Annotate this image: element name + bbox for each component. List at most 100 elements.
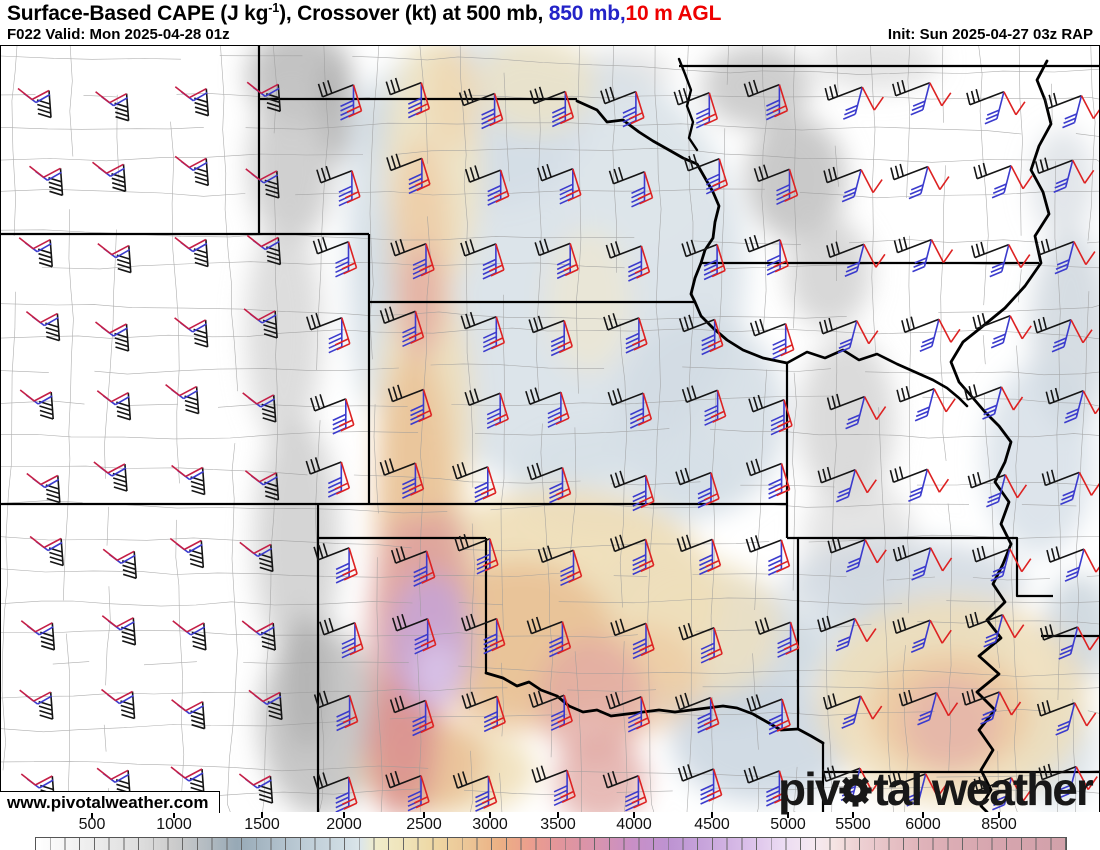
barb-10mAGL bbox=[92, 161, 124, 175]
barb-10mAGL bbox=[703, 697, 720, 731]
wind-barb-station bbox=[605, 241, 651, 282]
colorbar-tick bbox=[711, 812, 713, 818]
wind-barb-station bbox=[973, 162, 1033, 199]
barb-10mAGL bbox=[171, 699, 203, 712]
barb-500mb bbox=[677, 764, 714, 782]
wind-barb-station bbox=[896, 386, 956, 422]
barb-10mAGL bbox=[483, 538, 499, 572]
wind-barb-station bbox=[101, 615, 137, 646]
barb-10mAGL bbox=[342, 547, 358, 581]
barb-10mAGL bbox=[246, 234, 279, 248]
barb-500mb bbox=[310, 394, 347, 412]
wind-barb-station bbox=[605, 691, 651, 733]
barb-10mAGL bbox=[29, 165, 61, 179]
barb-850mb bbox=[1054, 241, 1075, 275]
wind-barb-station bbox=[745, 458, 791, 500]
mississippi-river bbox=[949, 59, 1053, 812]
barb-500mb bbox=[1036, 238, 1075, 256]
header: Surface-Based CAPE (J kg-1), Crossover (… bbox=[0, 0, 1100, 45]
header-subrow: F022 Valid: Mon 2025-04-28 01z Init: Sun… bbox=[7, 26, 1093, 45]
wind-barb-station bbox=[174, 155, 209, 187]
barb-10mAGL bbox=[856, 320, 879, 345]
wind-barb-station bbox=[25, 310, 61, 342]
wind-barb-station bbox=[248, 689, 283, 721]
barb-10mAGL bbox=[341, 776, 358, 810]
barb-500mb bbox=[460, 613, 497, 632]
wind-barb-station bbox=[312, 236, 358, 278]
barb-850mb bbox=[984, 91, 1005, 125]
barb-10mAGL bbox=[1071, 159, 1095, 184]
red-river bbox=[484, 671, 825, 745]
wind-barb-station bbox=[528, 690, 573, 731]
wind-barb-station bbox=[898, 689, 959, 726]
watermark-url: www.pivotalweather.com bbox=[0, 791, 220, 813]
colorbar-tick bbox=[633, 812, 635, 818]
barb-500mb bbox=[602, 770, 639, 789]
border-mo-ar bbox=[798, 536, 1053, 598]
wind-barb-station bbox=[460, 311, 506, 353]
wind-barb-station bbox=[610, 470, 655, 512]
colorbar-label: 500 bbox=[78, 816, 106, 833]
barb-10mAGL bbox=[1010, 165, 1033, 190]
barb-500mb bbox=[743, 79, 780, 98]
barb-500mb bbox=[452, 462, 489, 480]
barb-500mb bbox=[817, 615, 856, 633]
wind-barb-station bbox=[963, 384, 1024, 420]
wind-barb-station bbox=[244, 470, 280, 501]
barb-10mAGL bbox=[334, 317, 351, 351]
barb-10mAGL bbox=[416, 389, 433, 423]
wind-barb-station bbox=[826, 241, 886, 278]
wind-barb-station bbox=[824, 84, 884, 120]
barb-500mb bbox=[753, 164, 790, 183]
wind-barb-station bbox=[526, 616, 572, 658]
barb-850mb bbox=[986, 474, 1007, 508]
barb-10mAGL bbox=[102, 548, 135, 562]
barb-500mb bbox=[528, 690, 565, 708]
barb-10mAGL bbox=[101, 688, 133, 702]
map-canvas bbox=[0, 45, 1100, 813]
barb-850mb bbox=[914, 388, 935, 422]
wind-barb-station bbox=[1045, 387, 1099, 424]
barb-10mAGL bbox=[1000, 386, 1024, 411]
logo-text-post: tal weather bbox=[873, 763, 1093, 815]
barb-500mb bbox=[1036, 700, 1075, 717]
wind-barb-station bbox=[746, 694, 791, 735]
wind-barb-station bbox=[1043, 92, 1099, 129]
barb-850mb bbox=[919, 319, 940, 353]
wind-barb-station bbox=[972, 313, 1032, 349]
barb-10mAGL bbox=[489, 243, 505, 277]
barb-10mAGL bbox=[238, 773, 271, 786]
pivotal-weather-logo: piv tal weather bbox=[778, 763, 1094, 815]
wind-barb-station bbox=[1046, 546, 1099, 582]
title-part: -1 bbox=[268, 1, 280, 15]
barb-500mb bbox=[193, 239, 209, 268]
barb-500mb bbox=[48, 538, 64, 567]
wind-barb-station bbox=[387, 384, 433, 426]
wind-barb-station bbox=[391, 613, 437, 655]
barb-500mb bbox=[826, 393, 865, 411]
barb-500mb bbox=[387, 384, 424, 403]
barb-500mb bbox=[391, 613, 428, 632]
barb-500mb bbox=[1041, 469, 1080, 487]
barb-10mAGL bbox=[172, 620, 205, 633]
cape-map-svg bbox=[1, 46, 1099, 812]
wind-barb-station bbox=[313, 543, 358, 584]
barb-10mAGL bbox=[782, 169, 799, 203]
barb-10mAGL bbox=[557, 694, 573, 728]
barb-10mAGL bbox=[1001, 614, 1025, 639]
barb-10mAGL bbox=[924, 773, 948, 798]
barb-10mAGL bbox=[19, 689, 52, 702]
barb-10mAGL bbox=[710, 389, 727, 423]
barb-10mAGL bbox=[29, 535, 62, 549]
barb-850mb bbox=[841, 695, 862, 729]
wind-barb-station bbox=[390, 546, 436, 587]
barb-500mb bbox=[971, 241, 1010, 259]
barb-500mb bbox=[385, 770, 422, 789]
barb-10mAGL bbox=[20, 620, 53, 633]
barb-500mb bbox=[529, 86, 566, 105]
barb-500mb bbox=[827, 537, 866, 554]
wind-barb-station bbox=[537, 545, 583, 587]
barb-10mAGL bbox=[342, 695, 359, 729]
wind-barb-station bbox=[531, 765, 576, 807]
